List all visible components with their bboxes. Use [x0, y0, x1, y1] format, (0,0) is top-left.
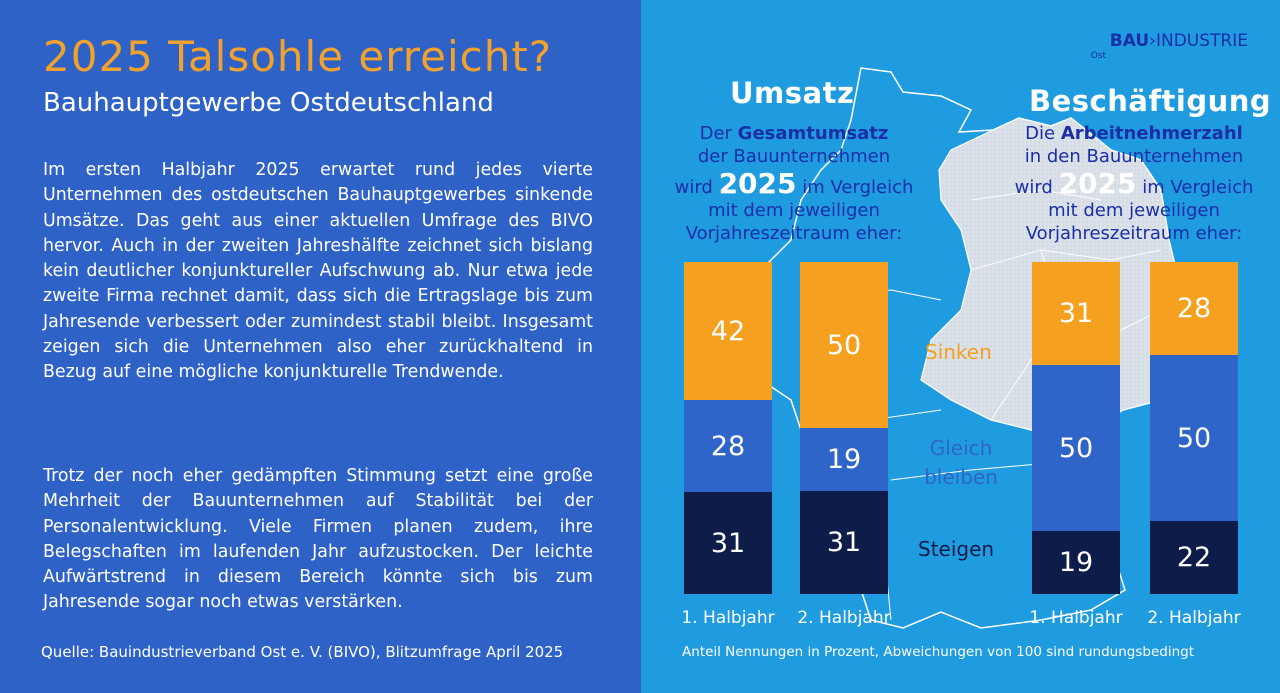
data-label: 50	[1058, 432, 1094, 464]
footnote: Anteil Nennungen in Prozent, Abweichunge…	[682, 644, 1195, 660]
page-title: 2025 Talsohle erreicht?	[43, 32, 553, 81]
chart-panel: BAU›INDUSTRIE Ost Umsatz Der Gesamtumsat…	[641, 0, 1280, 693]
data-label: 31	[710, 527, 746, 559]
data-label: 28	[1176, 293, 1212, 324]
umsatz-x-label-1: 1. Halbjahr	[681, 608, 775, 628]
beschaeftigung-bar-2-steigen: 22	[1150, 521, 1238, 594]
umsatz-bar-2: 31 19 50	[800, 262, 888, 594]
data-label: 19	[826, 444, 862, 475]
beschaeftigung-bar-1-gleich-bleiben: 50	[1032, 365, 1120, 531]
beschaeftigung-bar-1: 19 50 31	[1032, 262, 1120, 594]
data-label: 19	[1058, 547, 1094, 578]
logo-sub: Ost	[1090, 51, 1106, 61]
data-label: 42	[710, 315, 746, 347]
umsatz-bar-1-sinken: 42	[684, 262, 772, 400]
umsatz-bar-2-steigen: 31	[800, 491, 888, 594]
umsatz-bar-2-sinken: 50	[800, 262, 888, 428]
page-subtitle: Bauhauptgewerbe Ostdeutschland	[43, 88, 494, 118]
beschaeftigung-bar-2-gleich-bleiben: 50	[1150, 355, 1238, 521]
data-label: 22	[1176, 542, 1212, 573]
text-panel: 2025 Talsohle erreicht? Bauhauptgewerbe …	[41, 32, 593, 661]
beschaeftigung-x-label-2: 2. Halbjahr	[1147, 608, 1241, 628]
beschaeftigung-heading: Beschäftigung	[1029, 84, 1272, 118]
logo-chevron-icon: ›	[1149, 31, 1156, 51]
umsatz-bar-1-gleich-bleiben: 28	[684, 400, 772, 492]
legend-sinken: Sinken	[925, 340, 992, 364]
umsatz-heading: Umsatz	[730, 76, 855, 110]
umsatz-description: Der Gesamtumsatz der Bauunternehmen wird…	[674, 123, 914, 244]
source-note: Quelle: Bauindustrieverband Ost e. V. (B…	[41, 643, 564, 661]
beschaeftigung-description: Die Arbeitnehmerzahl in den Bauunternehm…	[1014, 123, 1254, 244]
data-label: 31	[1058, 298, 1094, 329]
beschaeftigung-bar-2: 22 50 28	[1150, 262, 1238, 594]
beschaeftigung-bar-1-sinken: 31	[1032, 262, 1120, 365]
umsatz-x-label-2: 2. Halbjahr	[797, 608, 891, 628]
beschaeftigung-x-label-1: 1. Halbjahr	[1029, 608, 1123, 628]
legend-steigen: Steigen	[918, 537, 995, 561]
data-label: 28	[710, 430, 746, 462]
data-label: 50	[826, 329, 862, 361]
beschaeftigung-bar-1-steigen: 19	[1032, 531, 1120, 594]
paragraph-beschaeftigung: Trotz der noch eher gedämpften Stimmung …	[43, 466, 593, 613]
bauindustrie-logo: BAU›INDUSTRIE	[1110, 31, 1248, 51]
logo-name: INDUSTRIE	[1155, 31, 1248, 51]
umsatz-bar-1: 31 28 42	[684, 262, 772, 594]
data-label: 31	[826, 527, 862, 558]
data-label: 50	[1176, 422, 1212, 454]
umsatz-bar-1-steigen: 31	[684, 492, 772, 594]
beschaeftigung-bar-2-sinken: 28	[1150, 262, 1238, 355]
umsatz-bar-2-gleich-bleiben: 19	[800, 428, 888, 491]
paragraph-umsatz: Im ersten Halbjahr 2025 erwartet rund je…	[43, 160, 593, 383]
legend-gleich-bleiben: Gleich bleiben	[924, 436, 998, 489]
logo-brand: BAU	[1109, 31, 1150, 51]
